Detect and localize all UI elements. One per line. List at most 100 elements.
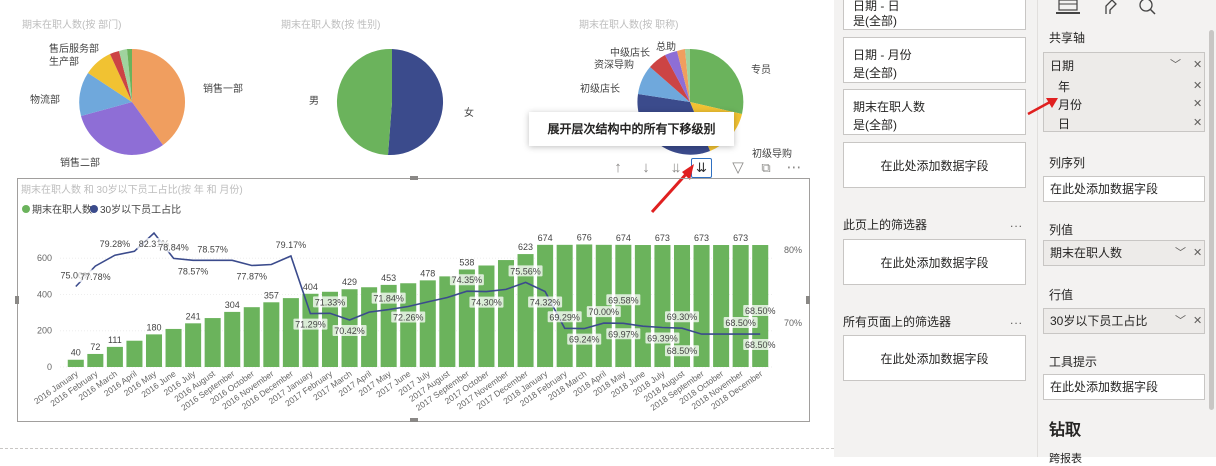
remove-month-icon[interactable]: ✕ — [1193, 98, 1203, 110]
line-label-box — [273, 238, 308, 250]
all-pages-filters-add-field[interactable]: 在此处添加数据字段 — [843, 335, 1026, 381]
line-data-label: 69.30% — [667, 312, 698, 322]
pie-gender-label-male: 男 — [309, 96, 319, 107]
format-tab-icon[interactable] — [1102, 0, 1120, 16]
chevron-down-icon[interactable]: ﹀ — [1170, 59, 1181, 71]
page-filters-more-icon[interactable]: ... — [1010, 216, 1024, 230]
remove-year-icon[interactable]: ✕ — [1193, 80, 1203, 92]
pie-gender-chart[interactable] — [336, 46, 448, 158]
report-canvas[interactable]: 期末在职人数(按 部门) 售后服务部 生产部 物流部 销售二部 销售一部 期末在… — [0, 0, 834, 457]
viz-pane-scroll-thumb[interactable] — [1209, 30, 1214, 410]
page-filters-heading: 此页上的筛选器 — [843, 218, 928, 232]
line-label-box — [156, 241, 191, 253]
fields-tab-icon[interactable] — [1056, 0, 1082, 14]
line-label-box — [743, 305, 778, 317]
pie-title-slice-senior-guide — [650, 55, 690, 102]
pie-title-label-senior-guide: 资深导购 — [594, 60, 634, 71]
line-label-box — [665, 345, 699, 357]
bar — [497, 260, 515, 367]
pie-dept-slice-other — [119, 49, 132, 102]
bar — [361, 287, 378, 367]
resize-handle-top[interactable] — [410, 176, 418, 180]
axis-item-day[interactable]: 日 — [1058, 117, 1071, 131]
column-series-well[interactable]: 在此处添加数据字段 — [1043, 176, 1205, 202]
page-boundary — [0, 448, 834, 449]
remove-column-value-icon[interactable]: ✕ — [1193, 247, 1203, 259]
drill-down-icon[interactable]: ↓ — [642, 159, 650, 176]
tooltips-well[interactable]: 在此处添加数据字段 — [1043, 374, 1205, 400]
line-data-label: 75.56% — [510, 266, 541, 276]
line-data-label: 78.57% — [178, 266, 209, 276]
y-left-tick: 200 — [37, 326, 52, 336]
axis-item-date[interactable]: 日期 — [1050, 59, 1075, 73]
page-filters-add-field[interactable]: 在此处添加数据字段 — [843, 239, 1026, 285]
y-left-tick: 400 — [37, 289, 52, 299]
bar — [732, 245, 749, 367]
pie-dept-title: 期末在职人数(按 部门) — [22, 20, 122, 31]
line-data-label: 79.17% — [276, 240, 307, 250]
focus-mode-icon[interactable]: ⧉ — [761, 160, 771, 175]
drill-up-icon[interactable]: ↑ — [614, 159, 622, 176]
combo-chart-plot[interactable]: 期末在职人数 30岁以下员工占比 0 200 400 600 70% 80% 40 72 111 18… — [18, 195, 807, 420]
bar-data-label: 429 — [342, 277, 357, 287]
pie-dept-slice-production — [88, 54, 132, 102]
pie-dept-label-sales1: 销售一部 — [203, 84, 243, 95]
bar-data-label: 404 — [303, 282, 318, 292]
line-label-box — [97, 238, 132, 250]
line-label-box — [195, 243, 230, 255]
combo-chart-title: 期末在职人数 和 30岁以下员工占比(按 年 和 月份) — [21, 185, 243, 196]
bar-data-label: 72 — [90, 342, 100, 352]
next-level-icon[interactable]: ↓↓ — [670, 159, 682, 176]
filter-icon[interactable]: ▽ — [732, 159, 744, 176]
filter-card-field: 日期 - 日 — [853, 0, 900, 13]
chevron-down-icon[interactable]: ﹀ — [1175, 247, 1186, 259]
filter-card-month[interactable]: 日期 - 月份 是(全部) — [843, 37, 1026, 83]
all-pages-filters-more-icon[interactable]: ... — [1010, 313, 1024, 327]
analytics-tab-icon[interactable] — [1138, 0, 1158, 16]
bar — [693, 245, 710, 367]
line-value-field: 30岁以下员工占比 — [1050, 314, 1148, 328]
filter-card-day[interactable]: 日期 - 日 是(全部) — [843, 0, 1026, 30]
remove-day-icon[interactable]: ✕ — [1193, 117, 1203, 129]
line-values-well[interactable]: 30岁以下员工占比 — [1043, 308, 1205, 334]
pie-dept-chart[interactable] — [70, 40, 200, 170]
bar — [615, 244, 632, 367]
pie-title-label-specialist: 专员 — [751, 65, 771, 76]
bar — [302, 293, 319, 367]
filter-card-field: 日期 - 月份 — [853, 48, 912, 62]
more-options-icon[interactable]: ⋯ — [786, 159, 802, 176]
filter-card-value: 是(全部) — [853, 118, 897, 132]
line-data-label: 82.31% — [139, 239, 170, 249]
pie-dept-slice-sales1 — [132, 48, 186, 145]
resize-handle-right[interactable] — [806, 296, 810, 304]
pie-title-slice-mid-manager — [665, 51, 690, 102]
resize-handle-bottom[interactable] — [410, 418, 418, 422]
bar — [87, 353, 104, 367]
filter-card-headcount[interactable]: 期末在职人数 是(全部) — [843, 89, 1026, 135]
visual-filters-add-field[interactable]: 在此处添加数据字段 — [843, 142, 1026, 188]
axis-item-year[interactable]: 年 — [1058, 80, 1071, 94]
filters-pane: 日期 - 日 是(全部) 日期 - 月份 是(全部) 期末在职人数 是(全部) … — [834, 0, 1037, 457]
y-right-tick: 70% — [784, 318, 802, 328]
shared-axis-well[interactable] — [1043, 52, 1205, 132]
remove-line-value-icon[interactable]: ✕ — [1193, 315, 1203, 327]
bar-data-label: 623 — [518, 242, 533, 252]
line-data-label: 68.50% — [745, 340, 776, 350]
pie-title-label-mid-manager: 中级店长 — [610, 48, 650, 59]
line-data-label: 69.58% — [608, 295, 639, 305]
pie-title-slice-specialist — [690, 48, 744, 114]
line-data-label: 71.84% — [373, 294, 404, 304]
chevron-down-icon[interactable]: ﹀ — [1175, 315, 1186, 327]
drillthrough-cross-report-label: 跨报表 — [1049, 453, 1082, 465]
filter-card-field: 期末在职人数 — [853, 100, 926, 114]
bar — [145, 334, 163, 367]
column-values-well[interactable]: 期末在职人数 — [1043, 240, 1205, 266]
bar-data-label: 180 — [146, 322, 161, 332]
line-series — [75, 231, 761, 335]
remove-date-icon[interactable]: ✕ — [1193, 59, 1203, 71]
bar — [106, 346, 123, 367]
resize-handle-left[interactable] — [15, 296, 19, 304]
axis-item-month[interactable]: 月份 — [1058, 98, 1083, 112]
bar — [713, 245, 730, 367]
line-data-label: 77.87% — [237, 271, 268, 281]
